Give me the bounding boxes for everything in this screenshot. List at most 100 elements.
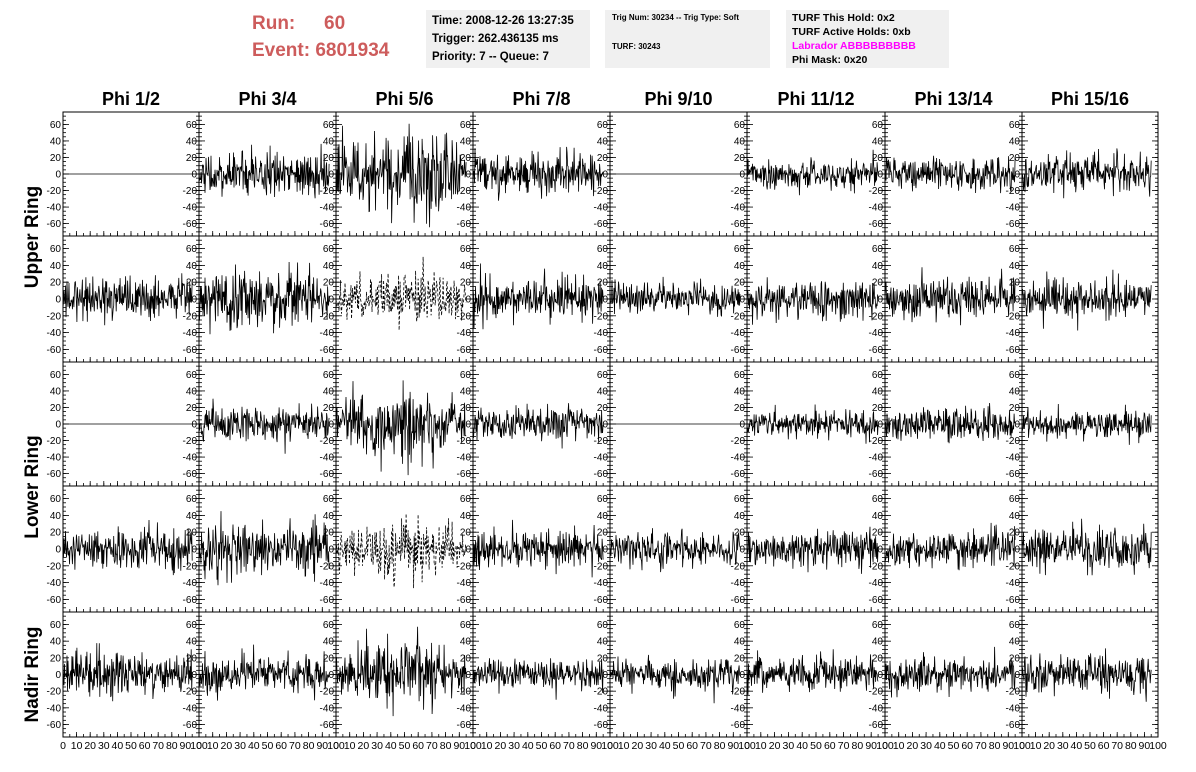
y-tick-label: 0: [191, 670, 197, 681]
x-tick-label: 60: [1098, 740, 1110, 752]
y-tick-label: 0: [328, 545, 334, 556]
y-tick-label: 20: [50, 528, 62, 539]
y-tick-label: 40: [734, 511, 746, 522]
y-tick-label: 40: [50, 637, 62, 648]
y-tick-label: -40: [183, 328, 198, 339]
panel-r1-c6: -60 -40 -20 0 20 40 60: [731, 111, 886, 237]
y-tick-label: -40: [47, 328, 62, 339]
y-tick-label: 20: [1009, 528, 1021, 539]
y-tick-label: -60: [731, 720, 746, 731]
y-tick-label: 0: [191, 295, 197, 306]
y-tick-label: -20: [47, 436, 62, 447]
y-tick-label: -20: [457, 311, 472, 322]
y-tick-label: 0: [1014, 670, 1020, 681]
y-tick-label: 40: [460, 386, 472, 397]
x-tick-label: 40: [1071, 740, 1083, 752]
waveform-trace: [884, 155, 1016, 194]
y-tick-label: -20: [869, 311, 884, 322]
y-tick-label: 20: [50, 278, 62, 289]
y-tick-label: -60: [731, 469, 746, 480]
panel-r1-c4: -60 -40 -20 0 20 40 60: [457, 111, 611, 237]
y-tick-label: 60: [50, 244, 62, 255]
x-tick-label: 10: [1030, 740, 1042, 752]
y-tick-label: -20: [731, 687, 746, 698]
panel-r1-c1: -60 -40 -20 0 20 40 60: [47, 111, 200, 237]
y-tick-label: -20: [869, 186, 884, 197]
x-tick-label: 20: [769, 740, 781, 752]
y-tick-label: -40: [320, 578, 335, 589]
y-tick-label: -60: [457, 469, 472, 480]
y-tick-label: 0: [602, 295, 608, 306]
waveform-trace: [335, 256, 467, 331]
y-tick-label: 0: [877, 295, 883, 306]
y-tick-label: -60: [320, 720, 335, 731]
y-tick-label: 60: [460, 120, 472, 131]
y-tick-label: 0: [1014, 545, 1020, 556]
y-tick-label: -40: [869, 203, 884, 214]
y-tick-label: 40: [597, 637, 609, 648]
event-label: Event:: [252, 40, 311, 61]
y-tick-label: 0: [602, 545, 608, 556]
y-tick-label: -60: [47, 595, 62, 606]
x-tick-label: 60: [139, 740, 151, 752]
y-tick-label: -60: [47, 469, 62, 480]
y-tick-label: -20: [594, 436, 609, 447]
x-tick-label: 0: [1019, 740, 1025, 752]
y-tick-label: 40: [1009, 511, 1021, 522]
y-tick-label: 40: [872, 511, 884, 522]
x-tick-label: 0: [333, 740, 339, 752]
turf-hold-text: TURF This Hold: 0x2: [792, 12, 895, 24]
y-tick-label: -40: [1006, 453, 1021, 464]
y-tick-label: -60: [731, 219, 746, 230]
y-tick-label: 0: [739, 545, 745, 556]
panel-r1-c5: -60 -40 -20 0 20 40 60: [594, 111, 748, 237]
y-tick-label: 0: [55, 170, 61, 181]
y-tick-label: -20: [1006, 561, 1021, 572]
run-value: 60: [324, 13, 346, 34]
y-tick-label: -60: [731, 595, 746, 606]
y-tick-label: 20: [872, 278, 884, 289]
x-tick-label: 50: [673, 740, 685, 752]
y-tick-label: -40: [869, 453, 884, 464]
y-tick-label: 20: [734, 403, 746, 414]
x-tick-label: 90: [180, 740, 192, 752]
y-tick-label: 40: [734, 637, 746, 648]
x-tick-label: 30: [920, 740, 932, 752]
x-tick-label: 0: [196, 740, 202, 752]
trigger-info-box: Trig Num: 30234 -- Trig Type: Soft TURF:…: [605, 10, 770, 68]
x-tick-label: 90: [865, 740, 877, 752]
panel-r2-c1: -60 -40 -20 0 20 40 60: [47, 235, 200, 363]
y-tick-label: 60: [734, 120, 746, 131]
x-tick-label: 100: [464, 740, 482, 752]
x-tick-label: 80: [714, 740, 726, 752]
y-tick-label: 40: [323, 136, 335, 147]
y-tick-label: 40: [597, 511, 609, 522]
x-tick-label: 80: [303, 740, 315, 752]
y-tick-label: 40: [50, 136, 62, 147]
x-tick-label: 90: [453, 740, 465, 752]
x-tick-label: 10: [344, 740, 356, 752]
y-tick-label: 40: [460, 637, 472, 648]
panel-r3-c5: -60 -40 -20 0 20 40 60: [594, 361, 748, 487]
column-title-2: Phi 3/4: [238, 89, 296, 109]
waveform-trace: [335, 626, 467, 717]
y-tick-label: 40: [1009, 261, 1021, 272]
x-tick-label: 100: [1013, 740, 1031, 752]
y-tick-label: -40: [1006, 703, 1021, 714]
column-title-4: Phi 7/8: [512, 89, 570, 109]
x-tick-label: 40: [522, 740, 534, 752]
y-tick-label: 0: [877, 170, 883, 181]
y-tick-label: 40: [50, 386, 62, 397]
y-tick-label: 60: [186, 120, 198, 131]
x-tick-label: 70: [700, 740, 712, 752]
y-tick-label: -20: [594, 311, 609, 322]
y-tick-label: -60: [47, 345, 62, 356]
y-tick-label: 20: [186, 403, 198, 414]
y-tick-label: 0: [328, 170, 334, 181]
y-tick-label: -20: [594, 186, 609, 197]
y-tick-label: -40: [594, 203, 609, 214]
x-tick-label: 50: [536, 740, 548, 752]
y-tick-label: 40: [597, 261, 609, 272]
x-tick-label: 40: [248, 740, 260, 752]
x-tick-label: 50: [948, 740, 960, 752]
